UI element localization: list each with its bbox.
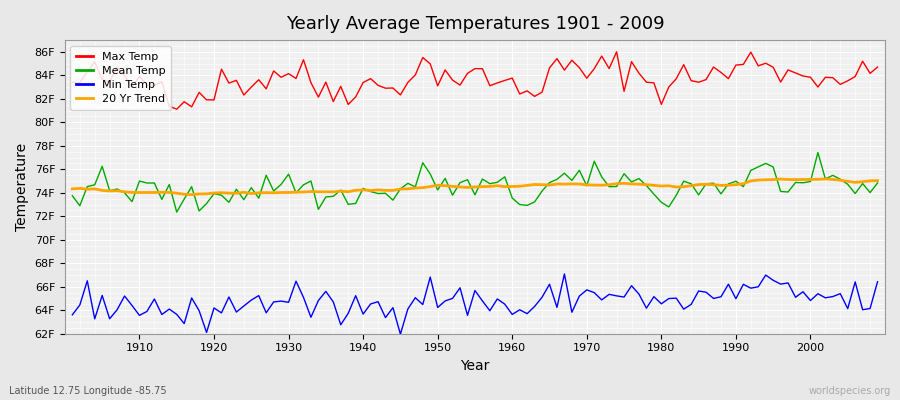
Text: worldspecies.org: worldspecies.org bbox=[809, 386, 891, 396]
Title: Yearly Average Temperatures 1901 - 2009: Yearly Average Temperatures 1901 - 2009 bbox=[285, 15, 664, 33]
Text: Latitude 12.75 Longitude -85.75: Latitude 12.75 Longitude -85.75 bbox=[9, 386, 166, 396]
Y-axis label: Temperature: Temperature bbox=[15, 143, 29, 231]
X-axis label: Year: Year bbox=[460, 359, 490, 373]
Legend: Max Temp, Mean Temp, Min Temp, 20 Yr Trend: Max Temp, Mean Temp, Min Temp, 20 Yr Tre… bbox=[70, 46, 171, 110]
